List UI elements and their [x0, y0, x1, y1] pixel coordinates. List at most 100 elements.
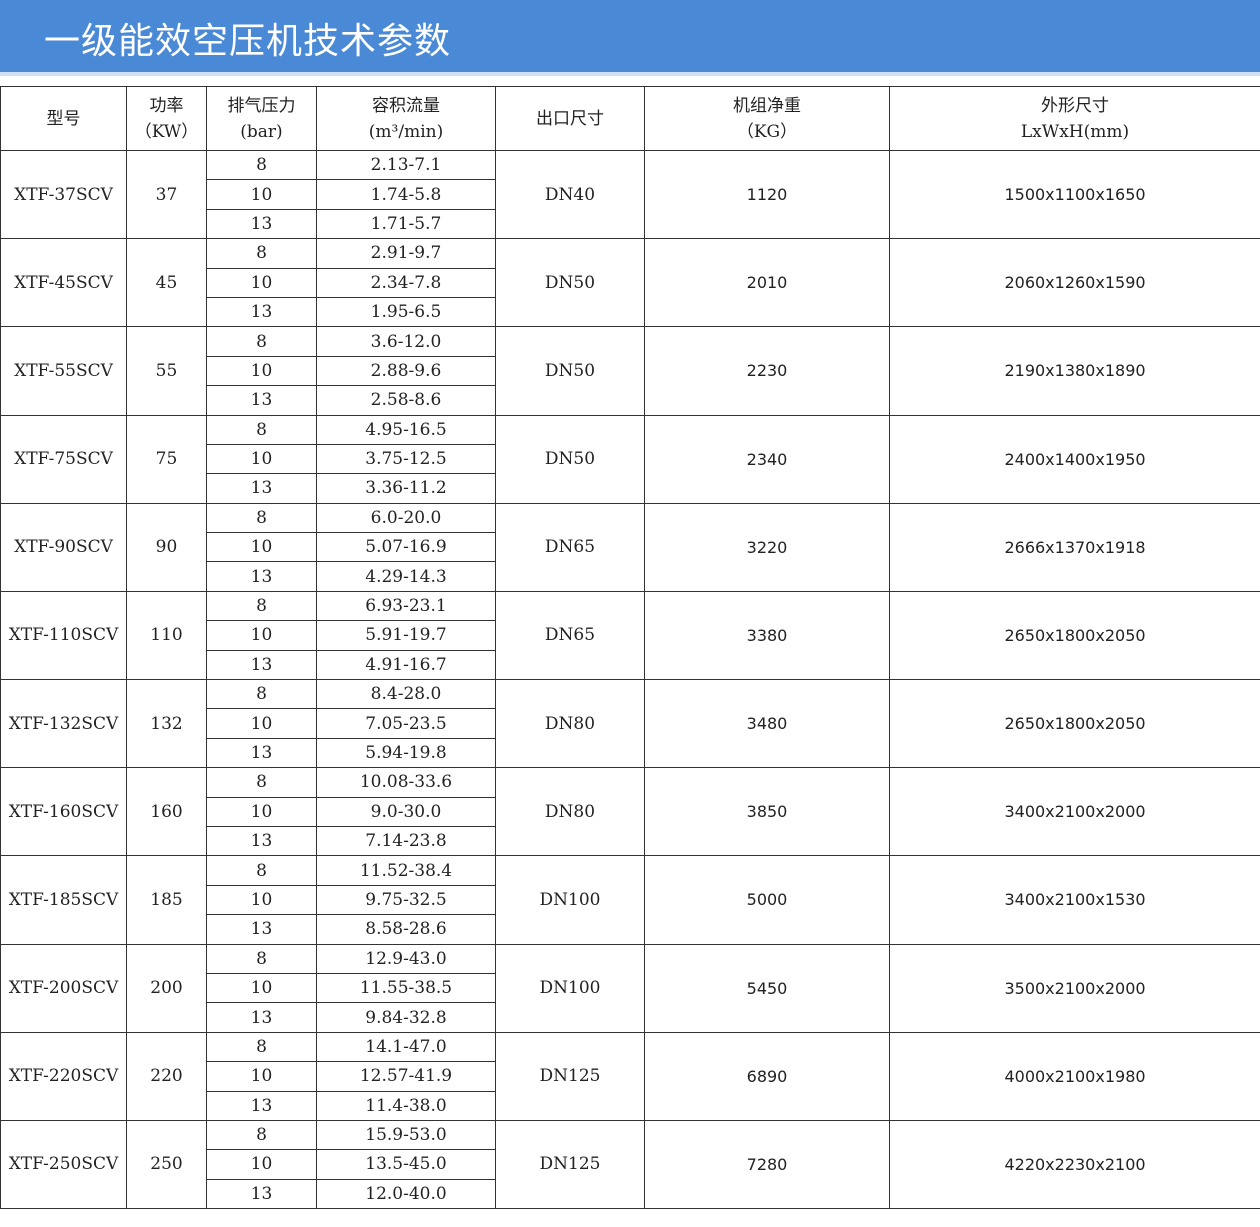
header-flow: 容积流量 (m³/min) [316, 86, 496, 151]
flow-cell: 5.07-16.9 [316, 532, 496, 563]
pressure-cell: 8 [206, 414, 317, 445]
pressure-cell: 13 [206, 385, 317, 416]
model-cell: XTF-75SCV [0, 414, 127, 504]
dimensions-cell: 4000x2100x1980 [889, 1031, 1260, 1121]
dimensions-cell: 2650x1800x2050 [889, 590, 1260, 681]
header-weight: 机组净重 （KG） [644, 86, 890, 151]
power-cell: 37 [126, 149, 207, 240]
outlet-cell: DN100 [495, 943, 645, 1033]
pressure-cell: 10 [206, 796, 317, 827]
pressure-cell: 10 [206, 443, 317, 475]
outlet-cell: DN100 [495, 855, 645, 945]
dimensions-cell: 3500x2100x2000 [889, 943, 1260, 1033]
flow-cell: 1.71-5.7 [316, 208, 496, 240]
weight-cell: 3480 [644, 679, 890, 769]
table-row: XTF-45SCV 45 8 2.91-9.7 DN50 2010 2060x1260x15… [0, 238, 1260, 328]
flow-cell: 6.0-20.0 [316, 502, 496, 534]
header-text: （KG） [736, 121, 798, 142]
model-cell: XTF-55SCV [0, 326, 127, 416]
pressure-cell: 13 [206, 914, 317, 945]
outlet-cell: DN125 [495, 1119, 645, 1210]
table-row: 13 4.91-16.7 [1, 649, 1260, 681]
table-row: 13 4.29-14.3 [1, 561, 1260, 592]
outlet-cell: DN65 [495, 502, 645, 592]
header-model: 型号 [0, 86, 127, 151]
dimensions-cell: 2400x1400x1950 [889, 414, 1260, 504]
flow-cell: 6.93-23.1 [316, 590, 496, 622]
flow-cell: 11.55-38.5 [316, 972, 496, 1004]
pressure-cell: 10 [206, 1149, 317, 1180]
power-cell: 220 [126, 1031, 207, 1121]
flow-cell: 5.94-19.8 [316, 737, 496, 769]
flow-cell: 9.0-30.0 [316, 796, 496, 827]
table-row: XTF-132SCV 132 8 8.4-28.0 DN80 3480 2650x1800x… [0, 679, 1260, 769]
pressure-cell: 10 [206, 532, 317, 563]
flow-cell: 15.9-53.0 [316, 1119, 496, 1151]
header-text: （KW） [134, 121, 199, 142]
flow-cell: 13.5-45.0 [316, 1149, 496, 1180]
table-row: 10 9.0-30.0 [1, 796, 1260, 827]
header-dimensions: 外形尺寸 LxWxH(mm) [889, 86, 1260, 151]
weight-cell: 2010 [644, 238, 890, 328]
power-cell: 250 [126, 1119, 207, 1210]
pressure-cell: 8 [206, 590, 317, 622]
flow-cell: 1.95-6.5 [316, 296, 496, 328]
header-outlet: 出口尺寸 [495, 86, 645, 151]
outlet-cell: DN40 [495, 149, 645, 240]
weight-cell: 2230 [644, 326, 890, 416]
weight-cell: 2340 [644, 414, 890, 504]
flow-cell: 8.58-28.6 [316, 914, 496, 945]
header-text: (bar) [240, 121, 283, 142]
banner-divider [0, 72, 1260, 76]
table-row: 10 13.5-45.0 [1, 1149, 1260, 1180]
model-cell: XTF-200SCV [0, 943, 127, 1033]
header-text: (m³/min) [368, 121, 444, 142]
flow-cell: 2.34-7.8 [316, 267, 496, 298]
table-row: XTF-110SCV 110 8 6.93-23.1 DN65 3380 2650x1800… [0, 590, 1260, 681]
flow-cell: 7.14-23.8 [316, 825, 496, 857]
dimensions-cell: 3400x2100x2000 [889, 767, 1260, 857]
pressure-cell: 13 [206, 1178, 317, 1210]
power-cell: 160 [126, 767, 207, 857]
title-banner: 一级能效空压机技术参数 [0, 0, 1260, 72]
pressure-cell: 13 [206, 737, 317, 769]
flow-cell: 3.6-12.0 [316, 326, 496, 357]
pressure-cell: 8 [206, 679, 317, 710]
outlet-cell: DN50 [495, 238, 645, 328]
header-text: 外形尺寸 [1041, 95, 1109, 116]
header-text: LxWxH(mm) [1020, 121, 1130, 142]
dimensions-cell: 2666x1370x1918 [889, 502, 1260, 592]
weight-cell: 3380 [644, 590, 890, 681]
dimensions-cell: 2650x1800x2050 [889, 679, 1260, 769]
pressure-cell: 8 [206, 943, 317, 974]
model-cell: XTF-110SCV [0, 590, 127, 681]
table-row: 13 9.84-32.8 [1, 1002, 1260, 1033]
flow-cell: 2.58-8.6 [316, 385, 496, 416]
header-text: 机组净重 [733, 95, 801, 116]
pressure-cell: 10 [206, 179, 317, 210]
pressure-cell: 10 [206, 620, 317, 651]
outlet-cell: DN125 [495, 1031, 645, 1121]
header-text: 排气压力 [227, 95, 296, 116]
table-row: XTF-160SCV 160 8 10.08-33.6 DN80 3850 3400x210… [0, 767, 1260, 857]
header-text: 出口尺寸 [536, 108, 604, 129]
flow-cell: 5.91-19.7 [316, 620, 496, 651]
flow-cell: 12.57-41.9 [316, 1061, 496, 1092]
header-power: 功率 （KW） [126, 86, 207, 151]
model-cell: XTF-132SCV [0, 679, 127, 769]
header-row: 型号 功率 （KW） 排气压力 (bar) 容积流量 (m³/min) 出口尺寸 机组净重 （KG… [0, 86, 1260, 151]
table-row: XTF-220SCV 220 8 14.1-47.0 DN125 6890 4000x210… [0, 1031, 1260, 1121]
header-text: 型号 [46, 108, 81, 129]
pressure-cell: 13 [206, 473, 317, 504]
table-row: 13 3.36-11.2 [1, 473, 1260, 504]
table-row: 13 7.14-23.8 [1, 825, 1260, 857]
table-row: XTF-250SCV 250 8 15.9-53.0 DN125 7280 4220x223… [0, 1119, 1260, 1210]
weight-cell: 3220 [644, 502, 890, 592]
pressure-cell: 10 [206, 267, 317, 298]
spec-table: 型号 功率 （KW） 排气压力 (bar) 容积流量 (m³/min) 出口尺寸 机组净重 （KG… [0, 86, 1260, 1210]
flow-cell: 2.88-9.6 [316, 355, 496, 387]
outlet-cell: DN50 [495, 414, 645, 504]
pressure-cell: 8 [206, 238, 317, 269]
table-row: 10 7.05-23.5 [1, 708, 1260, 739]
flow-cell: 10.08-33.6 [316, 767, 496, 798]
